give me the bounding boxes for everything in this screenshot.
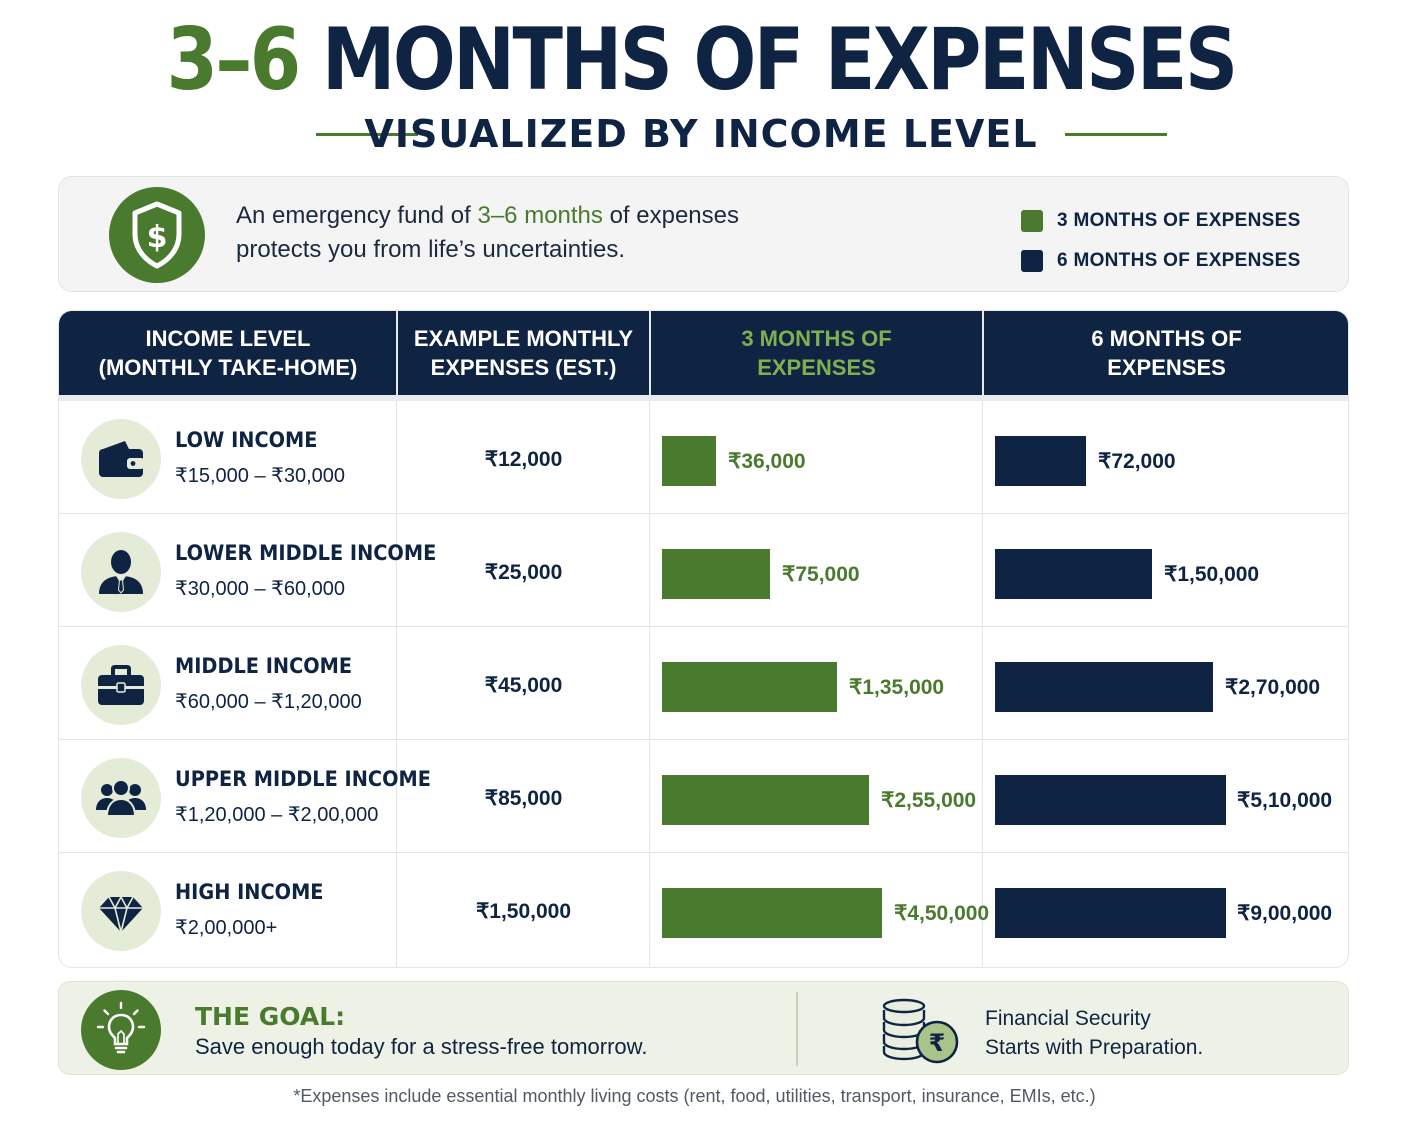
income-range: ₹15,000 – ₹30,000 [175, 465, 346, 487]
bar-label-6-months: ₹5,10,000 [1237, 789, 1333, 812]
bar-3-months [662, 775, 869, 825]
income-name: HIGH INCOME [175, 880, 324, 904]
header-divider [982, 311, 984, 395]
bar-3-months [662, 662, 837, 712]
bar-6-months [995, 549, 1152, 599]
legend-item-6-months: 6 MONTHS OF EXPENSES [1021, 241, 1301, 281]
legend-swatch-green [1021, 210, 1043, 232]
income-range: ₹2,00,000+ [175, 917, 278, 939]
table-row: UPPER MIDDLE INCOME ₹1,20,000 – ₹2,00,00… [59, 740, 1348, 853]
row-separator [59, 852, 1348, 853]
table-row: MIDDLE INCOME ₹60,000 – ₹1,20,000 ₹45,00… [59, 627, 1348, 740]
shield-dollar-icon: $ [109, 187, 205, 283]
header-monthly-expenses: EXAMPLE MONTHLY EXPENSES (EST.) [413, 326, 634, 380]
expense-value: ₹45,000 [484, 674, 563, 697]
table-header: INCOME LEVEL (MONTHLY TAKE-HOME) EXAMPLE… [59, 311, 1348, 395]
legend-label: 3 MONTHS OF EXPENSES [1057, 210, 1301, 231]
page-subtitle: VISUALIZED BY INCOME LEVEL [364, 112, 1038, 156]
wallet-icon [81, 419, 161, 499]
column-divider [649, 401, 650, 967]
header-divider [396, 311, 398, 395]
intro-text-after: of expenses [602, 202, 739, 229]
bar-label-3-months: ₹1,35,000 [849, 676, 945, 699]
title-range: 3–6 [166, 10, 301, 110]
bar-label-6-months: ₹72,000 [1098, 450, 1176, 473]
bar-6-months [995, 775, 1226, 825]
table-row: LOW INCOME ₹15,000 – ₹30,000 ₹12,000 ₹36… [59, 401, 1348, 514]
diamond-icon [81, 871, 161, 951]
subtitle-left-line [316, 133, 418, 136]
svg-text:₹: ₹ [929, 1029, 946, 1057]
expense-value: ₹85,000 [484, 787, 563, 810]
goal-title: THE GOAL: [195, 1002, 346, 1031]
table-row: LOWER MIDDLE INCOME ₹30,000 – ₹60,000 ₹2… [59, 514, 1348, 627]
expense-value: ₹12,000 [484, 448, 563, 471]
header-income-level: INCOME LEVEL (MONTHLY TAKE-HOME) [98, 326, 358, 380]
goal-divider [796, 992, 798, 1066]
intro-highlight: 3–6 months [477, 202, 603, 229]
income-table: INCOME LEVEL (MONTHLY TAKE-HOME) EXAMPLE… [58, 310, 1349, 968]
legend-label: 6 MONTHS OF EXPENSES [1057, 250, 1301, 271]
briefcase-icon [81, 645, 161, 725]
intro-line2: protects you from life’s uncertainties. [236, 236, 626, 263]
legend-item-3-months: 3 MONTHS OF EXPENSES [1021, 201, 1301, 241]
fs-line2: Starts with Preparation. [985, 1036, 1204, 1059]
intro-panel: $ An emergency fund of 3–6 months of exp… [58, 176, 1349, 292]
row-separator [59, 513, 1348, 514]
income-name: MIDDLE INCOME [175, 654, 353, 678]
financial-security-text: Financial Security Starts with Preparati… [985, 1004, 1203, 1062]
goal-panel: THE GOAL: Save enough today for a stress… [58, 981, 1349, 1075]
bar-3-months [662, 436, 716, 486]
income-range: ₹1,20,000 – ₹2,00,000 [175, 804, 379, 826]
bar-label-6-months: ₹1,50,000 [1164, 563, 1260, 586]
expense-value: ₹1,50,000 [475, 900, 572, 923]
income-name: UPPER MIDDLE INCOME [175, 767, 431, 791]
bar-label-3-months: ₹2,55,000 [881, 789, 977, 812]
income-name: LOW INCOME [175, 428, 318, 452]
header-6-months: 6 MONTHS OF EXPENSES [1091, 326, 1242, 380]
subtitle-row: VISUALIZED BY INCOME LEVEL [0, 108, 1402, 160]
bar-label-6-months: ₹2,70,000 [1225, 676, 1321, 699]
income-name: LOWER MIDDLE INCOME [175, 541, 437, 565]
income-range: ₹60,000 – ₹1,20,000 [175, 691, 362, 713]
intro-text-before: An emergency fund of [236, 202, 478, 229]
legend: 3 MONTHS OF EXPENSES 6 MONTHS OF EXPENSE… [1021, 201, 1301, 281]
legend-swatch-navy [1021, 250, 1043, 272]
bar-6-months [995, 436, 1086, 486]
bar-label-3-months: ₹75,000 [782, 563, 860, 586]
expense-value: ₹25,000 [484, 561, 563, 584]
group-icon [81, 758, 161, 838]
coins-rupee-icon: ₹ [879, 994, 965, 1071]
lightbulb-icon [81, 990, 161, 1070]
table-row: HIGH INCOME ₹2,00,000+ ₹1,50,000 ₹4,50,0… [59, 853, 1348, 966]
goal-subtitle: Save enough today for a stress-free tomo… [195, 1034, 648, 1059]
subtitle-right-line [1065, 133, 1167, 136]
header-shadow [59, 395, 1348, 401]
bar-label-3-months: ₹36,000 [728, 450, 806, 473]
bar-6-months [995, 888, 1226, 938]
intro-text: An emergency fund of 3–6 months of expen… [236, 199, 876, 267]
column-divider [982, 401, 983, 967]
row-separator [59, 739, 1348, 740]
income-range: ₹30,000 – ₹60,000 [175, 578, 346, 600]
page-title: 3–6 MONTHS OF EXPENSES [98, 6, 1304, 114]
bar-label-6-months: ₹9,00,000 [1237, 902, 1333, 925]
bar-3-months [662, 549, 770, 599]
bar-3-months [662, 888, 882, 938]
footnote: *Expenses include essential monthly livi… [293, 1086, 1096, 1106]
header-divider [649, 311, 651, 395]
title-main: MONTHS OF EXPENSES [321, 10, 1238, 110]
column-divider [396, 401, 397, 967]
fs-line1: Financial Security [985, 1007, 1151, 1030]
row-separator [59, 626, 1348, 627]
bar-6-months [995, 662, 1213, 712]
businessman-icon [81, 532, 161, 612]
bar-label-3-months: ₹4,50,000 [894, 902, 990, 925]
svg-text:$: $ [147, 220, 168, 255]
header-3-months: 3 MONTHS OF EXPENSES [741, 326, 892, 380]
